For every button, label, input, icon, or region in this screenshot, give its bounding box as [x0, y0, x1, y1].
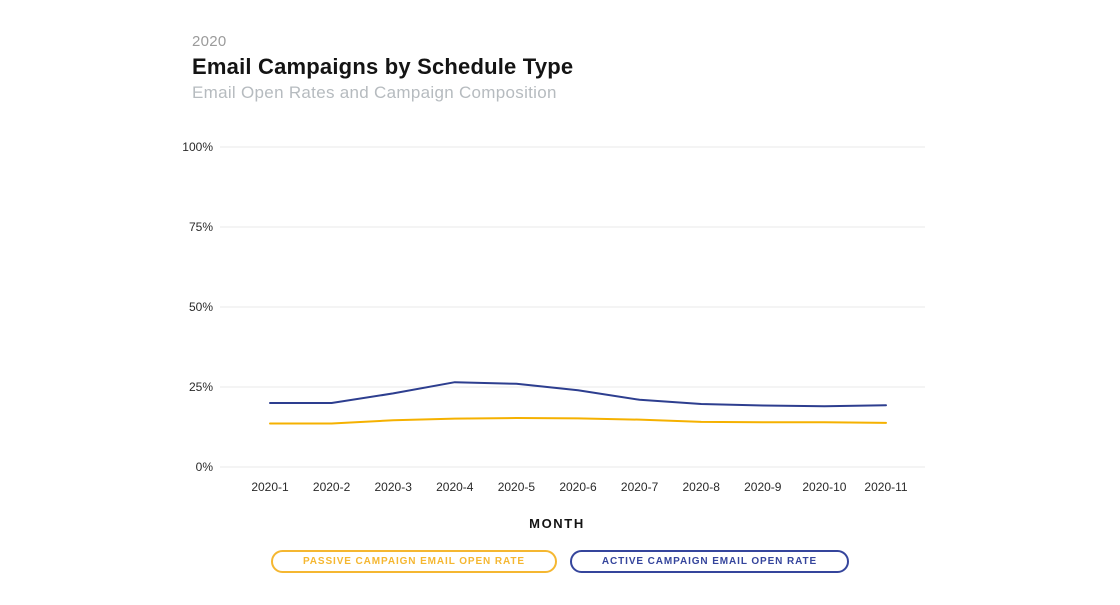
- chart-year-label: 2020: [192, 33, 227, 50]
- series-line-active: [269, 381, 887, 408]
- chart-title: Email Campaigns by Schedule Type: [192, 54, 574, 79]
- x-axis-tick-label: 2020-2: [313, 480, 351, 494]
- x-axis-tick-label: 2020-9: [744, 480, 782, 494]
- x-axis-tick-label: 2020-4: [436, 480, 474, 494]
- x-axis-tick-label: 2020-10: [802, 480, 846, 494]
- x-axis-tick-label: 2020-11: [864, 480, 907, 494]
- x-axis-tick-label: 2020-7: [621, 480, 659, 494]
- x-axis-tick-label: 2020-5: [498, 480, 536, 494]
- y-axis-tick-label: 0%: [196, 460, 214, 474]
- chart-legend: PASSIVE CAMPAIGN EMAIL OPEN RATE ACTIVE …: [0, 550, 1120, 573]
- x-axis-tick-label: 2020-8: [683, 480, 721, 494]
- legend-pill-passive[interactable]: PASSIVE CAMPAIGN EMAIL OPEN RATE: [270, 550, 557, 573]
- x-axis-tick-label: 2020-1: [251, 480, 289, 494]
- legend-pill-active[interactable]: ACTIVE CAMPAIGN EMAIL OPEN RATE: [569, 550, 850, 573]
- y-axis-tick-label: 100%: [182, 140, 213, 154]
- x-axis-title: MONTH: [529, 516, 585, 531]
- y-axis-tick-label: 75%: [189, 220, 213, 234]
- x-axis-tick-label: 2020-6: [559, 480, 597, 494]
- series-line-passive: [269, 417, 887, 425]
- x-axis-tick-label: 2020-3: [375, 480, 413, 494]
- y-axis-tick-label: 50%: [189, 300, 213, 314]
- chart-subtitle: Email Open Rates and Campaign Compositio…: [192, 83, 557, 102]
- chart-header: 2020 Email Campaigns by Schedule Type Em…: [192, 33, 573, 103]
- y-axis-tick-label: 25%: [189, 380, 213, 394]
